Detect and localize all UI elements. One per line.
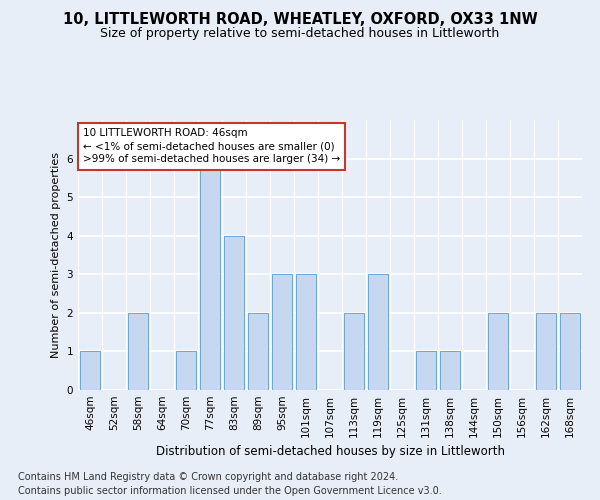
- Bar: [368, 274, 388, 390]
- Bar: [248, 313, 268, 390]
- Bar: [200, 158, 220, 390]
- Bar: [296, 274, 316, 390]
- Bar: [560, 313, 580, 390]
- Text: Size of property relative to semi-detached houses in Littleworth: Size of property relative to semi-detach…: [100, 28, 500, 40]
- Bar: [344, 313, 364, 390]
- Text: Contains HM Land Registry data © Crown copyright and database right 2024.: Contains HM Land Registry data © Crown c…: [18, 472, 398, 482]
- Bar: [416, 352, 436, 390]
- Bar: [488, 313, 508, 390]
- Text: 10 LITTLEWORTH ROAD: 46sqm
← <1% of semi-detached houses are smaller (0)
>99% of: 10 LITTLEWORTH ROAD: 46sqm ← <1% of semi…: [83, 128, 340, 164]
- Text: 10, LITTLEWORTH ROAD, WHEATLEY, OXFORD, OX33 1NW: 10, LITTLEWORTH ROAD, WHEATLEY, OXFORD, …: [62, 12, 538, 28]
- X-axis label: Distribution of semi-detached houses by size in Littleworth: Distribution of semi-detached houses by …: [155, 446, 505, 458]
- Bar: [272, 274, 292, 390]
- Bar: [80, 352, 100, 390]
- Y-axis label: Number of semi-detached properties: Number of semi-detached properties: [51, 152, 61, 358]
- Bar: [128, 313, 148, 390]
- Bar: [224, 236, 244, 390]
- Text: Contains public sector information licensed under the Open Government Licence v3: Contains public sector information licen…: [18, 486, 442, 496]
- Bar: [536, 313, 556, 390]
- Bar: [176, 352, 196, 390]
- Bar: [440, 352, 460, 390]
